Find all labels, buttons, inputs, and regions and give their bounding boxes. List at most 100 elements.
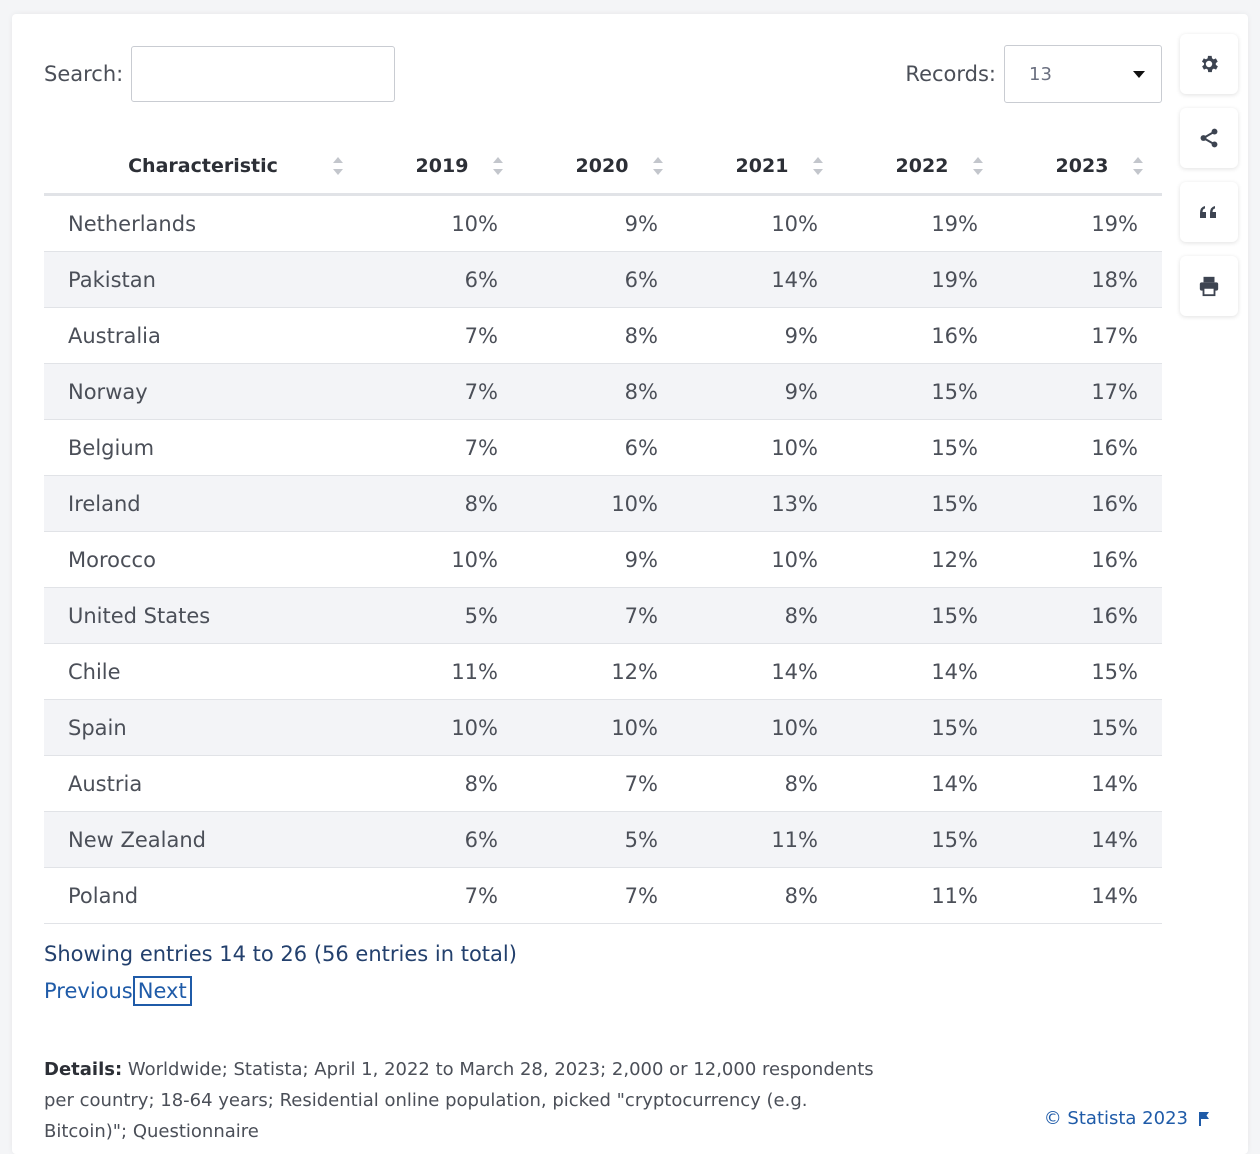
records-label: Records: bbox=[905, 62, 996, 86]
row-value-2020: 8% bbox=[522, 307, 682, 364]
header-2021[interactable]: 2021 bbox=[682, 138, 842, 196]
row-value-2020: 9% bbox=[522, 531, 682, 588]
row-value-2021: 10% bbox=[682, 699, 842, 756]
row-value-2022: 15% bbox=[842, 419, 1002, 476]
row-value-2019: 11% bbox=[362, 643, 522, 700]
row-value-2021: 8% bbox=[682, 587, 842, 644]
settings-button[interactable] bbox=[1180, 34, 1238, 94]
table-row: Poland 7% 7% 8% 11% 14% bbox=[44, 867, 1162, 924]
search-label: Search: bbox=[44, 62, 124, 86]
data-table: Characteristic 2019 2020 2021 2022 bbox=[44, 138, 1162, 924]
row-characteristic: Poland bbox=[44, 867, 362, 924]
header-2020[interactable]: 2020 bbox=[522, 138, 682, 196]
header-2019[interactable]: 2019 bbox=[362, 138, 522, 196]
table-row: Belgium 7% 6% 10% 15% 16% bbox=[44, 419, 1162, 476]
row-value-2019: 7% bbox=[362, 867, 522, 924]
row-value-2022: 15% bbox=[842, 475, 1002, 532]
share-button[interactable] bbox=[1180, 108, 1238, 168]
cite-button[interactable] bbox=[1180, 182, 1238, 242]
row-value-2019: 10% bbox=[362, 531, 522, 588]
caret-down-icon bbox=[1133, 70, 1145, 78]
row-value-2022: 12% bbox=[842, 531, 1002, 588]
entries-summary: Showing entries 14 to 26 (56 entries in … bbox=[44, 942, 517, 966]
row-value-2022: 14% bbox=[842, 755, 1002, 812]
row-characteristic: Norway bbox=[44, 363, 362, 420]
row-value-2021: 9% bbox=[682, 307, 842, 364]
credit-text: © Statista 2023 bbox=[1043, 1108, 1188, 1129]
sort-icon bbox=[653, 156, 663, 175]
header-label: 2021 bbox=[735, 154, 789, 177]
table-card: Search: Records: 13 Characteristic 2019 bbox=[12, 14, 1248, 1154]
table-row: Australia 7% 8% 9% 16% 17% bbox=[44, 307, 1162, 364]
source-credit[interactable]: © Statista 2023 bbox=[1044, 1108, 1210, 1129]
row-value-2023: 19% bbox=[1002, 194, 1162, 252]
row-value-2022: 19% bbox=[842, 251, 1002, 308]
table-row: Ireland 8% 10% 13% 15% 16% bbox=[44, 475, 1162, 532]
row-value-2019: 5% bbox=[362, 587, 522, 644]
row-value-2021: 11% bbox=[682, 811, 842, 868]
row-value-2022: 15% bbox=[842, 699, 1002, 756]
row-value-2023: 15% bbox=[1002, 643, 1162, 700]
row-value-2019: 8% bbox=[362, 755, 522, 812]
row-value-2023: 14% bbox=[1002, 755, 1162, 812]
search-input[interactable] bbox=[131, 46, 396, 102]
pagination: Previous Next bbox=[44, 976, 192, 1006]
row-value-2019: 7% bbox=[362, 307, 522, 364]
row-value-2020: 9% bbox=[522, 194, 682, 252]
sort-icon bbox=[493, 156, 503, 175]
row-value-2021: 14% bbox=[682, 643, 842, 700]
row-value-2021: 10% bbox=[682, 531, 842, 588]
previous-link[interactable]: Previous bbox=[44, 979, 133, 1003]
row-value-2020: 5% bbox=[522, 811, 682, 868]
row-value-2023: 18% bbox=[1002, 251, 1162, 308]
quote-icon bbox=[1200, 206, 1216, 218]
header-characteristic[interactable]: Characteristic bbox=[44, 138, 362, 196]
row-value-2021: 8% bbox=[682, 755, 842, 812]
row-value-2023: 15% bbox=[1002, 699, 1162, 756]
row-value-2021: 14% bbox=[682, 251, 842, 308]
row-value-2023: 16% bbox=[1002, 531, 1162, 588]
row-characteristic: Chile bbox=[44, 643, 362, 700]
table-row: Chile 11% 12% 14% 14% 15% bbox=[44, 643, 1162, 700]
header-label: 2023 bbox=[1055, 154, 1109, 177]
table-row: Austria 8% 7% 8% 14% 14% bbox=[44, 755, 1162, 812]
table-row: Spain 10% 10% 10% 15% 15% bbox=[44, 699, 1162, 756]
row-characteristic: Netherlands bbox=[44, 194, 362, 252]
header-2023[interactable]: 2023 bbox=[1002, 138, 1162, 196]
row-characteristic: United States bbox=[44, 587, 362, 644]
header-label: 2022 bbox=[895, 154, 949, 177]
row-value-2022: 15% bbox=[842, 811, 1002, 868]
row-characteristic: Morocco bbox=[44, 531, 362, 588]
row-characteristic: New Zealand bbox=[44, 811, 362, 868]
row-value-2019: 10% bbox=[362, 699, 522, 756]
row-value-2023: 16% bbox=[1002, 587, 1162, 644]
row-value-2022: 11% bbox=[842, 867, 1002, 924]
row-characteristic: Austria bbox=[44, 755, 362, 812]
table-row: Netherlands 10% 9% 10% 19% 19% bbox=[44, 194, 1162, 252]
sort-icon bbox=[973, 156, 983, 175]
row-value-2023: 14% bbox=[1002, 867, 1162, 924]
print-button[interactable] bbox=[1180, 256, 1238, 316]
header-label: 2020 bbox=[575, 154, 629, 177]
records-group: Records: 13 bbox=[905, 45, 1162, 103]
row-value-2019: 7% bbox=[362, 363, 522, 420]
row-value-2021: 8% bbox=[682, 867, 842, 924]
table-body: Netherlands 10% 9% 10% 19% 19% Pakistan 6% 6% 14%… bbox=[44, 194, 1162, 924]
row-value-2019: 6% bbox=[362, 811, 522, 868]
row-value-2020: 7% bbox=[522, 587, 682, 644]
row-value-2020: 7% bbox=[522, 867, 682, 924]
row-value-2021: 13% bbox=[682, 475, 842, 532]
header-2022[interactable]: 2022 bbox=[842, 138, 1002, 196]
records-select[interactable]: 13 bbox=[1004, 45, 1162, 103]
row-value-2023: 16% bbox=[1002, 475, 1162, 532]
row-value-2022: 15% bbox=[842, 587, 1002, 644]
print-icon bbox=[1199, 276, 1219, 297]
row-characteristic: Ireland bbox=[44, 475, 362, 532]
table-toolbar: Search: Records: 13 bbox=[44, 44, 1162, 104]
next-link[interactable]: Next bbox=[132, 976, 192, 1006]
row-characteristic: Belgium bbox=[44, 419, 362, 476]
row-value-2020: 6% bbox=[522, 251, 682, 308]
row-value-2022: 16% bbox=[842, 307, 1002, 364]
table-row: United States 5% 7% 8% 15% 16% bbox=[44, 587, 1162, 644]
row-characteristic: Spain bbox=[44, 699, 362, 756]
